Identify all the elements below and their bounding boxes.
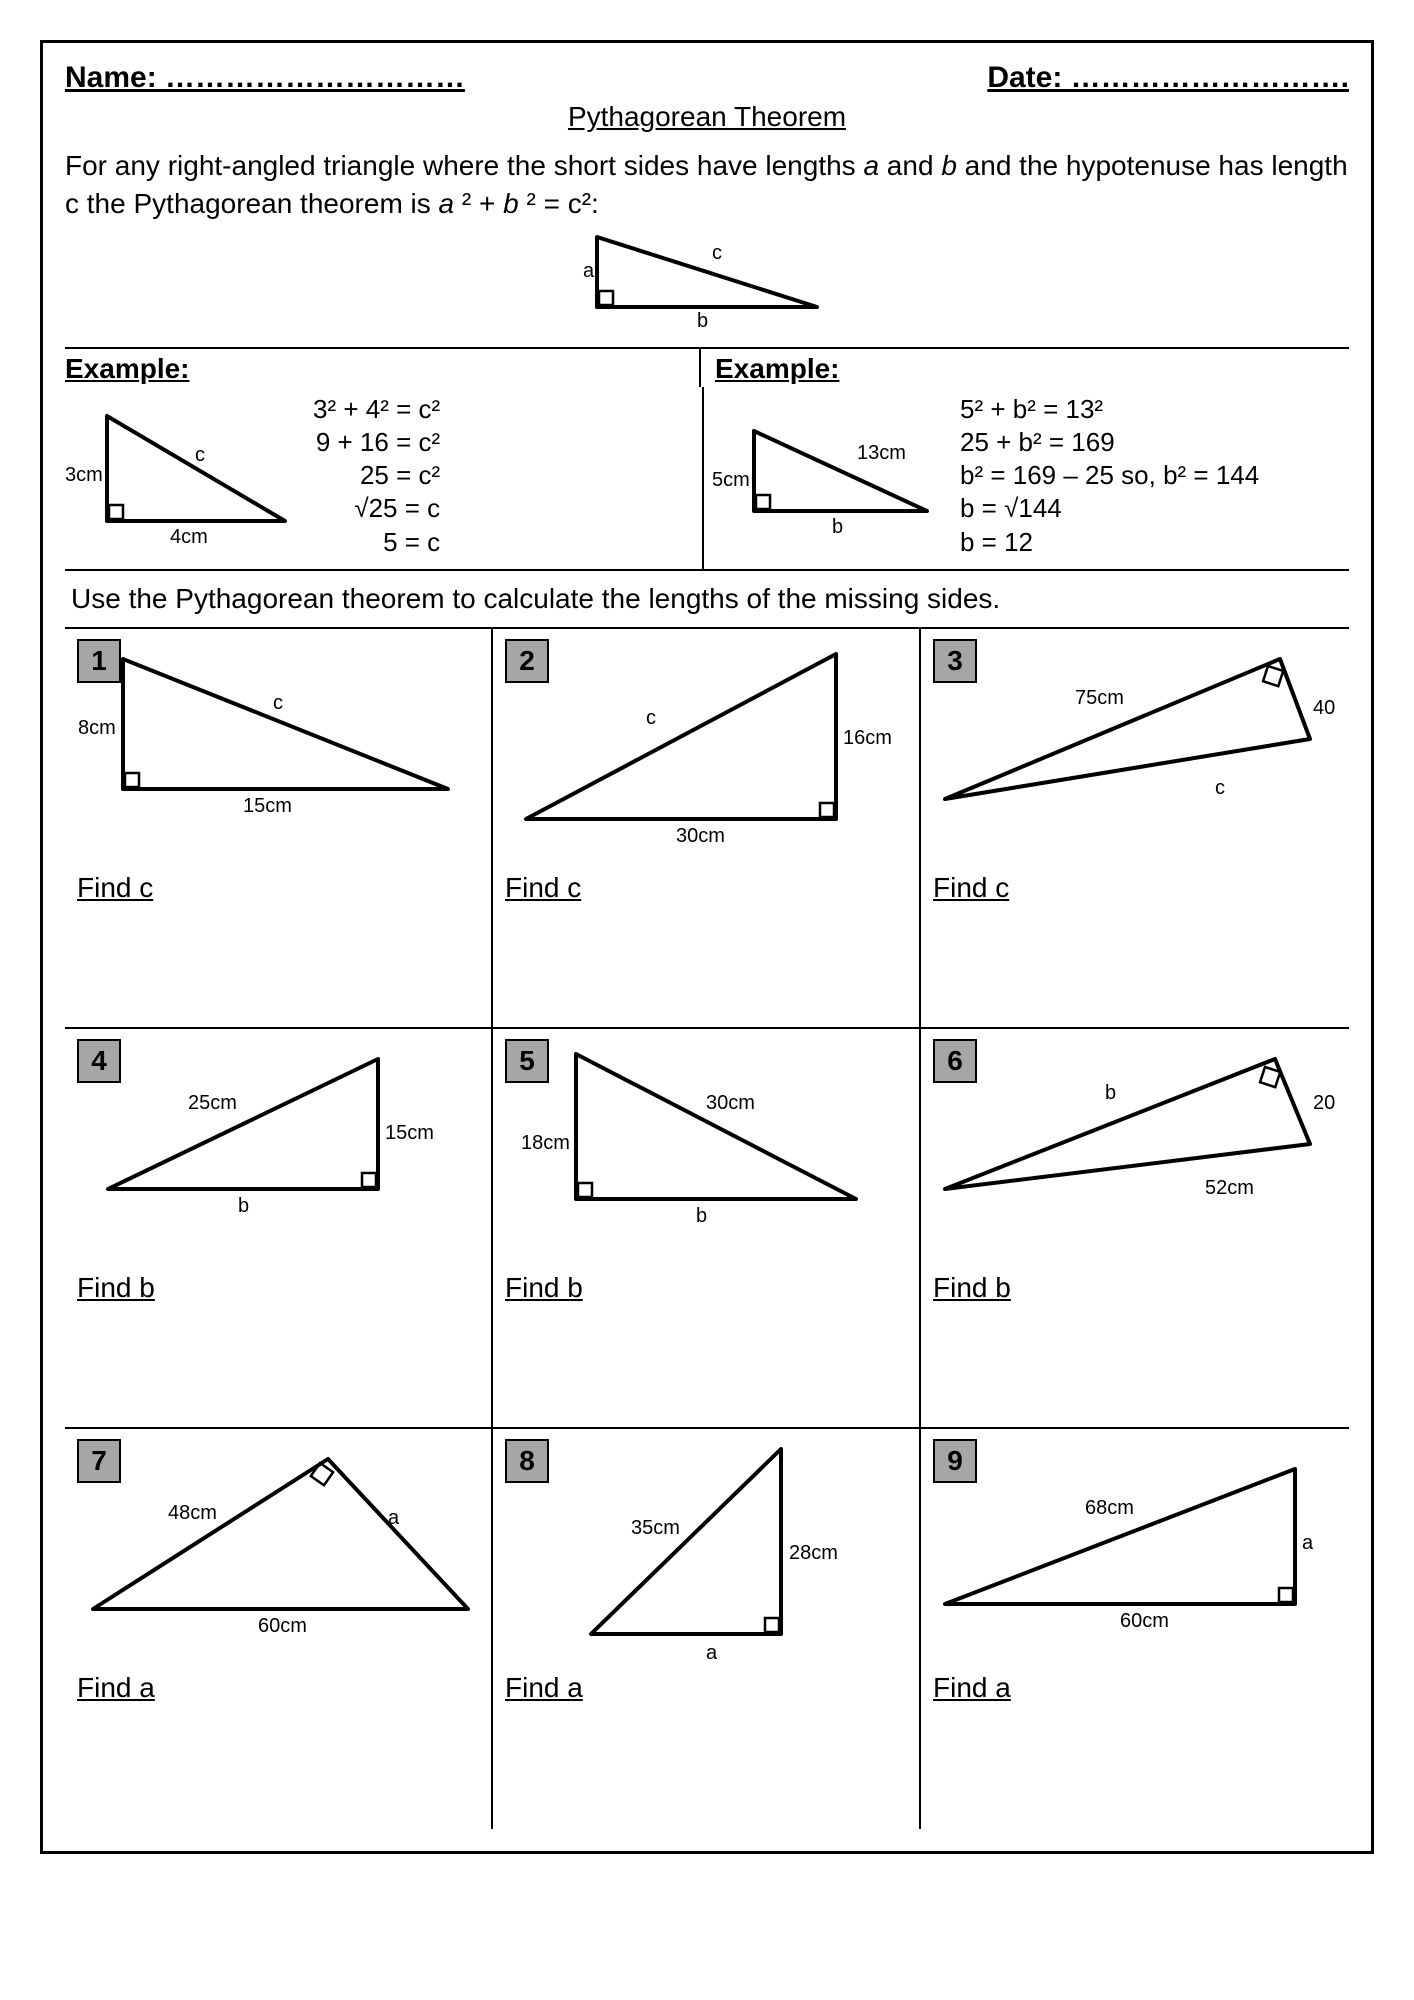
- example-2-working: 5² + b² = 13²25 + b² = 169b² = 169 – 25 …: [960, 393, 1259, 559]
- problem-3: 3 40cm c 75cm Find c: [921, 629, 1349, 1029]
- problem-number: 2: [505, 639, 549, 683]
- worksheet-page: Name: ………………………… Date: ………………………. Pythag…: [40, 40, 1374, 1854]
- svg-text:30cm: 30cm: [676, 825, 725, 847]
- svg-text:3cm: 3cm: [65, 464, 103, 486]
- header: Name: ………………………… Date: ……………………….: [65, 61, 1349, 95]
- name-label: Name: …………………………: [65, 61, 465, 95]
- svg-text:c: c: [712, 242, 722, 264]
- svg-text:60cm: 60cm: [258, 1615, 307, 1637]
- svg-text:b: b: [832, 516, 843, 538]
- triangle-diagram: 20cm 52cm b: [935, 1039, 1335, 1264]
- triangle-diagram: 28cm a 35cm: [506, 1439, 906, 1664]
- date-label: Date: ……………………….: [987, 61, 1349, 95]
- problem-1: 1 8cm 15cm c Find c: [65, 629, 493, 1029]
- example-1-working: 3² + 4² = c²9 + 16 = c²25 = c²√25 = c5 =…: [313, 393, 440, 559]
- svg-text:15cm: 15cm: [243, 795, 292, 817]
- find-label: Find a: [933, 1672, 1337, 1704]
- problem-number: 1: [77, 639, 121, 683]
- instruction: Use the Pythagorean theorem to calculate…: [65, 571, 1349, 627]
- triangle-diagram: 40cm c 75cm: [935, 639, 1335, 864]
- find-label: Find b: [77, 1272, 479, 1304]
- find-label: Find c: [933, 872, 1337, 904]
- svg-text:18cm: 18cm: [521, 1132, 570, 1154]
- triangle-diagram: 15cm b 25cm: [78, 1039, 478, 1264]
- svg-text:28cm: 28cm: [789, 1542, 838, 1564]
- problem-number: 4: [77, 1039, 121, 1083]
- svg-text:b: b: [1105, 1082, 1116, 1104]
- svg-text:a: a: [583, 260, 595, 282]
- example-1: 3cm 4cm c 3² + 4² = c²9 + 16 = c²25 = c²√2…: [65, 387, 702, 569]
- svg-text:4cm: 4cm: [170, 526, 208, 548]
- problem-grid: 18cm15cmcFind c216cm30cmcFind c340cmc75c…: [65, 627, 1349, 1829]
- triangle-diagram: 16cm 30cm c: [506, 639, 906, 864]
- problem-number: 3: [933, 639, 977, 683]
- svg-text:75cm: 75cm: [1075, 687, 1124, 709]
- example-2: 5cm b 13cm 5² + b² = 13²25 + b² = 169b² = …: [702, 387, 1349, 569]
- problem-number: 7: [77, 1439, 121, 1483]
- demo-triangle: a b c: [65, 227, 1349, 337]
- svg-text:48cm: 48cm: [168, 1502, 217, 1524]
- problem-number: 5: [505, 1039, 549, 1083]
- find-label: Find a: [505, 1672, 907, 1704]
- svg-text:25cm: 25cm: [188, 1092, 237, 1114]
- svg-text:c: c: [195, 444, 205, 466]
- svg-text:5cm: 5cm: [712, 469, 750, 491]
- svg-text:68cm: 68cm: [1085, 1497, 1134, 1519]
- svg-text:35cm: 35cm: [631, 1517, 680, 1539]
- svg-text:a: a: [388, 1507, 400, 1529]
- svg-text:a: a: [1302, 1532, 1314, 1554]
- triangle-diagram: a 60cm 68cm: [935, 1439, 1335, 1664]
- svg-text:13cm: 13cm: [857, 442, 906, 464]
- svg-text:8cm: 8cm: [78, 717, 116, 739]
- examples-row: 3cm 4cm c 3² + 4² = c²9 + 16 = c²25 = c²√2…: [65, 387, 1349, 571]
- problem-7: 7 a 60cm 48cm Find a: [65, 1429, 493, 1829]
- problem-8: 8 28cm a 35cm Find a: [493, 1429, 921, 1829]
- problem-number: 6: [933, 1039, 977, 1083]
- problem-9: 9 a 60cm 68cm Find a: [921, 1429, 1349, 1829]
- svg-text:a: a: [706, 1642, 718, 1664]
- find-label: Find b: [933, 1272, 1337, 1304]
- problem-2: 2 16cm 30cm c Find c: [493, 629, 921, 1029]
- svg-text:60cm: 60cm: [1120, 1610, 1169, 1632]
- examples-header: Example: Example:: [65, 347, 1349, 387]
- triangle-diagram: a 60cm 48cm: [78, 1439, 478, 1664]
- example-label-2: Example:: [699, 349, 1349, 387]
- page-title: Pythagorean Theorem: [65, 101, 1349, 133]
- find-label: Find c: [505, 872, 907, 904]
- triangle-diagram: 8cm 15cm c: [78, 639, 478, 864]
- svg-text:c: c: [273, 692, 283, 714]
- find-label: Find c: [77, 872, 479, 904]
- svg-text:40cm: 40cm: [1313, 697, 1335, 719]
- svg-text:30cm: 30cm: [706, 1092, 755, 1114]
- triangle-diagram: 18cm b 30cm: [506, 1039, 906, 1264]
- example-label-1: Example:: [65, 349, 699, 387]
- svg-text:b: b: [238, 1195, 249, 1217]
- svg-text:b: b: [697, 310, 708, 332]
- problem-6: 6 20cm 52cm b Find b: [921, 1029, 1349, 1429]
- svg-text:b: b: [696, 1205, 707, 1227]
- intro-text: For any right-angled triangle where the …: [65, 147, 1349, 223]
- svg-text:c: c: [646, 707, 656, 729]
- svg-text:52cm: 52cm: [1205, 1177, 1254, 1199]
- find-label: Find a: [77, 1672, 479, 1704]
- svg-text:20cm: 20cm: [1313, 1092, 1335, 1114]
- problem-number: 9: [933, 1439, 977, 1483]
- problem-5: 5 18cm b 30cm Find b: [493, 1029, 921, 1429]
- problem-4: 4 15cm b 25cm Find b: [65, 1029, 493, 1429]
- svg-text:15cm: 15cm: [385, 1122, 434, 1144]
- svg-text:c: c: [1215, 777, 1225, 799]
- find-label: Find b: [505, 1272, 907, 1304]
- problem-number: 8: [505, 1439, 549, 1483]
- svg-text:16cm: 16cm: [843, 727, 892, 749]
